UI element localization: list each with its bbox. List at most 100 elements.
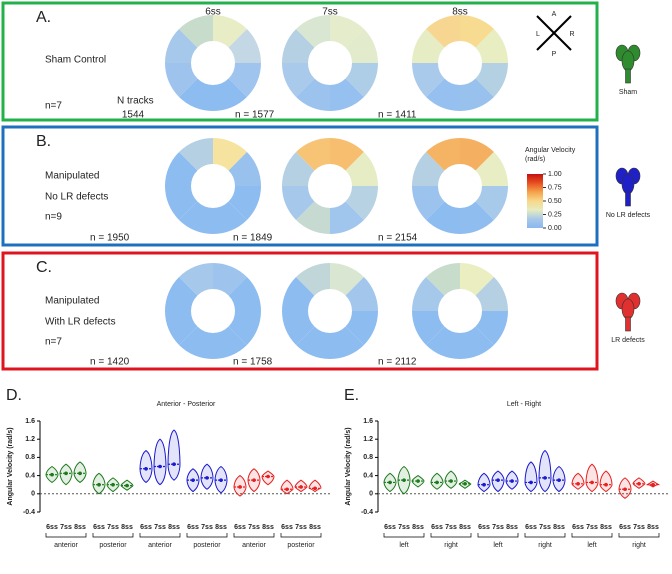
violin-body: [139, 449, 153, 484]
donut-segment: [412, 152, 445, 186]
compass-a: A: [552, 11, 557, 18]
median-point: [205, 476, 209, 480]
colorbar-tick-label: 0.75: [548, 184, 562, 191]
group-bracket: [45, 533, 87, 538]
donut-segment: [282, 186, 315, 220]
donut-segment: [412, 277, 445, 311]
group-label: Sham: [619, 89, 637, 96]
donut-segment: [426, 201, 460, 234]
group-label: LR defects: [611, 337, 645, 344]
donut-segment: [179, 201, 213, 234]
count-label: n = 2112: [378, 357, 417, 368]
count-label: n = 1420: [90, 357, 130, 368]
x-tick-label: 7ss: [295, 524, 307, 531]
donut-segment: [213, 138, 247, 171]
panel-border: [1, 251, 599, 371]
x-tick-label: 6ss: [619, 524, 631, 531]
x-tick-label: 6ss: [281, 524, 293, 531]
x-tick-label: 7ss: [201, 524, 213, 531]
group-label: anterior: [148, 542, 172, 549]
y-axis-label: Angular Velocity (rad/s): [345, 427, 352, 505]
donut-segment: [412, 29, 445, 64]
median-point: [78, 471, 82, 476]
donut-segment: [426, 15, 460, 48]
donut-segment: [228, 311, 261, 345]
group-label: right: [632, 542, 646, 549]
donut-segment: [330, 138, 364, 171]
median-point: [252, 478, 256, 482]
donut-segment: [426, 138, 460, 171]
group-bracket: [233, 533, 275, 538]
panel-label: A.: [36, 9, 51, 26]
donut-segment: [475, 63, 508, 97]
donut-segment: [179, 326, 213, 359]
group-label: left: [493, 542, 502, 549]
donut-segment: [228, 277, 261, 311]
donut-segment: [179, 78, 213, 111]
median-point: [543, 476, 547, 480]
count-label: 1544: [122, 110, 145, 121]
condition-text: Manipulated: [45, 171, 99, 182]
group-bracket: [524, 533, 566, 538]
chart-label: D.: [6, 387, 22, 404]
violin-body: [524, 461, 538, 493]
condition-text: Sham Control: [45, 55, 106, 66]
group-label: anterior: [54, 542, 78, 549]
donut-segment: [460, 263, 494, 296]
median-point: [510, 479, 514, 483]
median-point: [158, 464, 162, 469]
donut-segment: [330, 326, 364, 359]
median-point: [97, 482, 101, 487]
condition-text: No LR defects: [45, 192, 108, 203]
y-tick-label: 0: [31, 491, 35, 498]
donut-segment: [330, 201, 364, 234]
donut-segment: [345, 29, 378, 64]
group-label: posterior: [193, 542, 221, 549]
group-bracket: [383, 533, 425, 538]
y-tick-label: 0.8: [25, 454, 35, 461]
donut-segment: [213, 78, 247, 111]
x-tick-label: 6ss: [140, 524, 152, 531]
median-point: [557, 478, 561, 482]
donut-segment: [282, 29, 315, 64]
donut-segment: [460, 78, 494, 111]
donut-segment: [475, 186, 508, 220]
median-point: [529, 480, 533, 485]
median-point: [125, 483, 129, 488]
median-point: [637, 481, 641, 486]
donut-segment: [345, 63, 378, 97]
compass-l: L: [536, 31, 540, 38]
group-bracket: [92, 533, 134, 538]
donut-segment: [412, 186, 445, 220]
group-label: posterior: [99, 542, 127, 549]
x-tick-label: 8ss: [553, 524, 565, 531]
median-point: [219, 478, 223, 482]
violin-body: [280, 479, 294, 495]
group-bracket: [139, 533, 181, 538]
x-tick-label: 7ss: [60, 524, 72, 531]
median-point: [64, 471, 68, 476]
embryo-body: [621, 173, 635, 195]
x-tick-label: 7ss: [248, 524, 260, 531]
count-label: n = 1950: [90, 233, 130, 244]
donut-segment: [213, 263, 247, 296]
x-tick-label: 6ss: [478, 524, 490, 531]
violin-body: [571, 472, 585, 490]
compass-p: P: [552, 51, 557, 58]
group-label: posterior: [287, 542, 315, 549]
y-tick-label: 1.2: [25, 436, 35, 443]
median-point: [623, 487, 627, 492]
median-point: [482, 482, 486, 487]
x-tick-label: 8ss: [647, 524, 659, 531]
compass: A P L R: [536, 11, 574, 58]
embryo-body: [621, 50, 635, 72]
x-tick-label: 7ss: [107, 524, 119, 531]
donut-segment: [412, 311, 445, 345]
donut-segment: [179, 15, 213, 48]
donut-segment: [330, 263, 364, 296]
median-point: [313, 486, 317, 491]
donut-segment: [426, 263, 460, 296]
x-tick-label: 6ss: [234, 524, 246, 531]
x-tick-label: 8ss: [309, 524, 321, 531]
donut-segment: [345, 186, 378, 220]
